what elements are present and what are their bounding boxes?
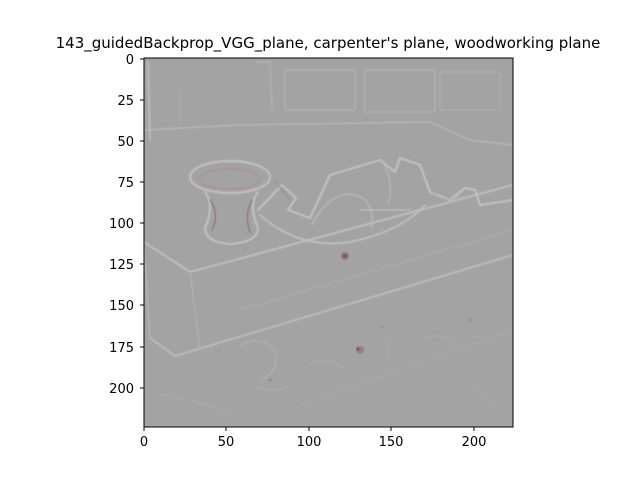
x-tick-label: 100 bbox=[297, 435, 322, 450]
x-tick-label: 50 bbox=[218, 435, 235, 450]
y-tick-label: 200 bbox=[109, 382, 134, 397]
x-tick-label: 0 bbox=[140, 435, 148, 450]
y-tick-label: 75 bbox=[117, 176, 134, 191]
y-tick-label: 0 bbox=[126, 53, 134, 68]
y-tick-label: 150 bbox=[109, 299, 134, 314]
x-axis: 0 50 100 150 200 bbox=[140, 427, 487, 450]
figure-title: 143_guidedBackprop_VGG_plane, carpenter'… bbox=[55, 34, 601, 52]
y-tick-label: 25 bbox=[117, 94, 134, 109]
y-tick-label: 100 bbox=[109, 217, 134, 232]
y-axis: 0 25 50 75 100 125 150 175 200 bbox=[109, 53, 144, 397]
saliency-image bbox=[144, 58, 513, 427]
x-tick-label: 150 bbox=[379, 435, 404, 450]
x-tick-label: 200 bbox=[462, 435, 487, 450]
y-tick-label: 125 bbox=[109, 258, 134, 273]
y-tick-label: 50 bbox=[117, 135, 134, 150]
y-tick-label: 175 bbox=[109, 341, 134, 356]
image-frame bbox=[143, 57, 514, 428]
